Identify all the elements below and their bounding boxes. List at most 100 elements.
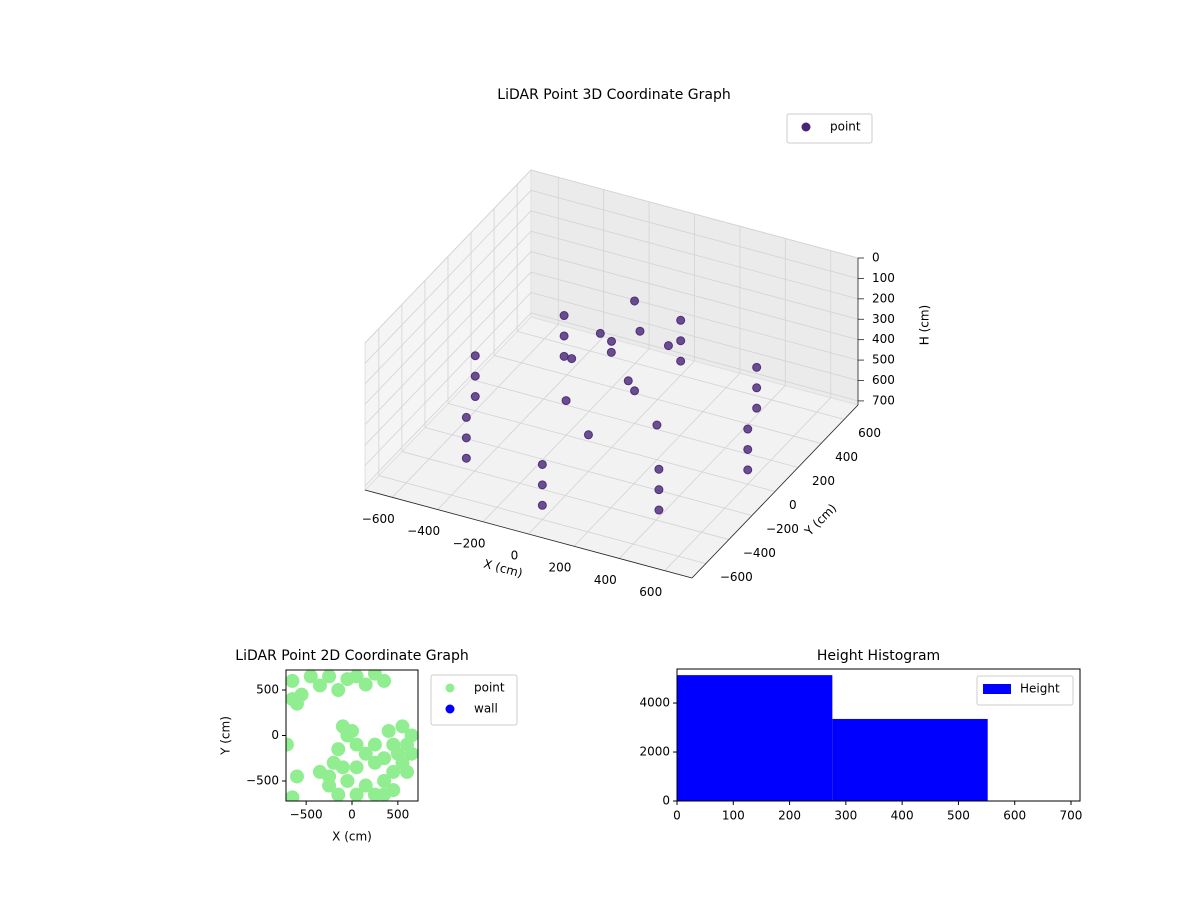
- data-point: [322, 670, 337, 684]
- grid-line: [364, 292, 532, 466]
- data-point: [537, 480, 547, 490]
- grid-line: [530, 251, 859, 341]
- data-point: [404, 728, 418, 743]
- x-tick-label: 500: [386, 808, 409, 822]
- z-tick-label: 400: [872, 332, 895, 346]
- data-point: [335, 760, 350, 775]
- data-point: [367, 737, 382, 752]
- x-tick-label: −200: [453, 536, 486, 550]
- grid-line: [530, 210, 859, 300]
- x-tick-label: 600: [639, 585, 662, 599]
- legend-frame: [976, 675, 1074, 706]
- data-point: [607, 336, 616, 346]
- x-tick-label: 600: [1003, 809, 1026, 823]
- legend-marker: [445, 683, 455, 693]
- x-tick-label: 700: [1060, 809, 1083, 823]
- data-point: [290, 696, 304, 711]
- data-point: [623, 376, 633, 386]
- data-point: [331, 683, 346, 698]
- data-point: [358, 746, 373, 761]
- grid-line: [530, 312, 859, 402]
- x-tick-label: 200: [548, 561, 571, 575]
- data-point: [652, 420, 662, 430]
- data-point: [290, 769, 304, 784]
- z-tick-label: 500: [872, 353, 895, 367]
- data-point: [381, 723, 396, 738]
- data-point: [743, 465, 753, 475]
- data-point: [395, 719, 410, 734]
- data-point: [340, 773, 355, 788]
- data-point: [386, 764, 401, 779]
- y-tick-label: 0: [662, 794, 670, 808]
- y-tick-label: 0: [271, 728, 279, 742]
- x-tick-label: 500: [947, 809, 970, 823]
- data-point: [561, 396, 571, 406]
- y-tick-label: 2000: [639, 745, 670, 759]
- grid-line: [530, 169, 859, 259]
- data-point: [630, 386, 640, 396]
- x-tick-label: −500: [290, 808, 323, 822]
- z-tick-label: 0: [872, 251, 880, 265]
- y-axis-label: Y (cm): [801, 501, 839, 539]
- z-axis-label: H (cm): [918, 305, 932, 346]
- data-point: [559, 331, 569, 341]
- data-point: [537, 459, 547, 469]
- data-point: [331, 787, 346, 801]
- data-point: [606, 347, 616, 357]
- data-point: [286, 790, 300, 801]
- data-point: [331, 742, 346, 757]
- data-point: [303, 670, 318, 684]
- grid-line: [364, 169, 532, 344]
- plot-area: [286, 670, 418, 801]
- data-point: [470, 392, 480, 402]
- data-point: [349, 737, 364, 752]
- data-point: [461, 412, 471, 422]
- data-point: [400, 764, 414, 779]
- grid-line: [378, 475, 706, 564]
- data-point: [367, 755, 382, 770]
- y-tick-label: −600: [720, 570, 753, 584]
- z-tick-label: 200: [872, 291, 895, 305]
- data-point: [404, 746, 418, 761]
- data-point: [630, 296, 640, 306]
- legend-frame: [786, 113, 873, 144]
- data-point: [676, 315, 686, 325]
- grid-line: [517, 331, 845, 420]
- grid-line: [364, 312, 532, 487]
- data-point: [349, 670, 364, 684]
- data-point: [752, 383, 762, 393]
- legend: Height: [976, 675, 1074, 706]
- legend-label: point: [474, 681, 505, 695]
- data-point: [386, 783, 401, 798]
- y-tick-label: 0: [789, 498, 797, 512]
- x-axis-label: X (cm): [332, 830, 372, 844]
- grid-line: [530, 190, 859, 279]
- data-point: [635, 326, 645, 336]
- data-point: [752, 403, 762, 413]
- y-tick-label: −200: [766, 522, 799, 536]
- data-point: [286, 737, 294, 752]
- data-point: [752, 362, 762, 372]
- y-tick-label: −500: [246, 773, 279, 787]
- chart-title: Height Histogram: [817, 648, 940, 664]
- legend-marker: [445, 704, 455, 714]
- grid-line: [364, 190, 532, 364]
- data-point: [567, 354, 577, 364]
- data-point: [663, 341, 673, 351]
- data-point: [322, 769, 337, 784]
- axis-line: [691, 404, 859, 579]
- axes-frame: [676, 668, 1081, 802]
- x-tick-label: −600: [362, 512, 395, 526]
- data-point: [345, 723, 359, 738]
- grid-line: [530, 271, 859, 361]
- data-point: [676, 356, 686, 366]
- chart-title: LiDAR Point 3D Coordinate Graph: [497, 87, 730, 103]
- data-point: [461, 453, 471, 463]
- data-point: [390, 746, 405, 761]
- y-tick-label: 600: [858, 426, 881, 440]
- grid-line: [470, 379, 799, 468]
- z-tick-label: 100: [872, 271, 895, 285]
- legend: point wall: [430, 674, 518, 726]
